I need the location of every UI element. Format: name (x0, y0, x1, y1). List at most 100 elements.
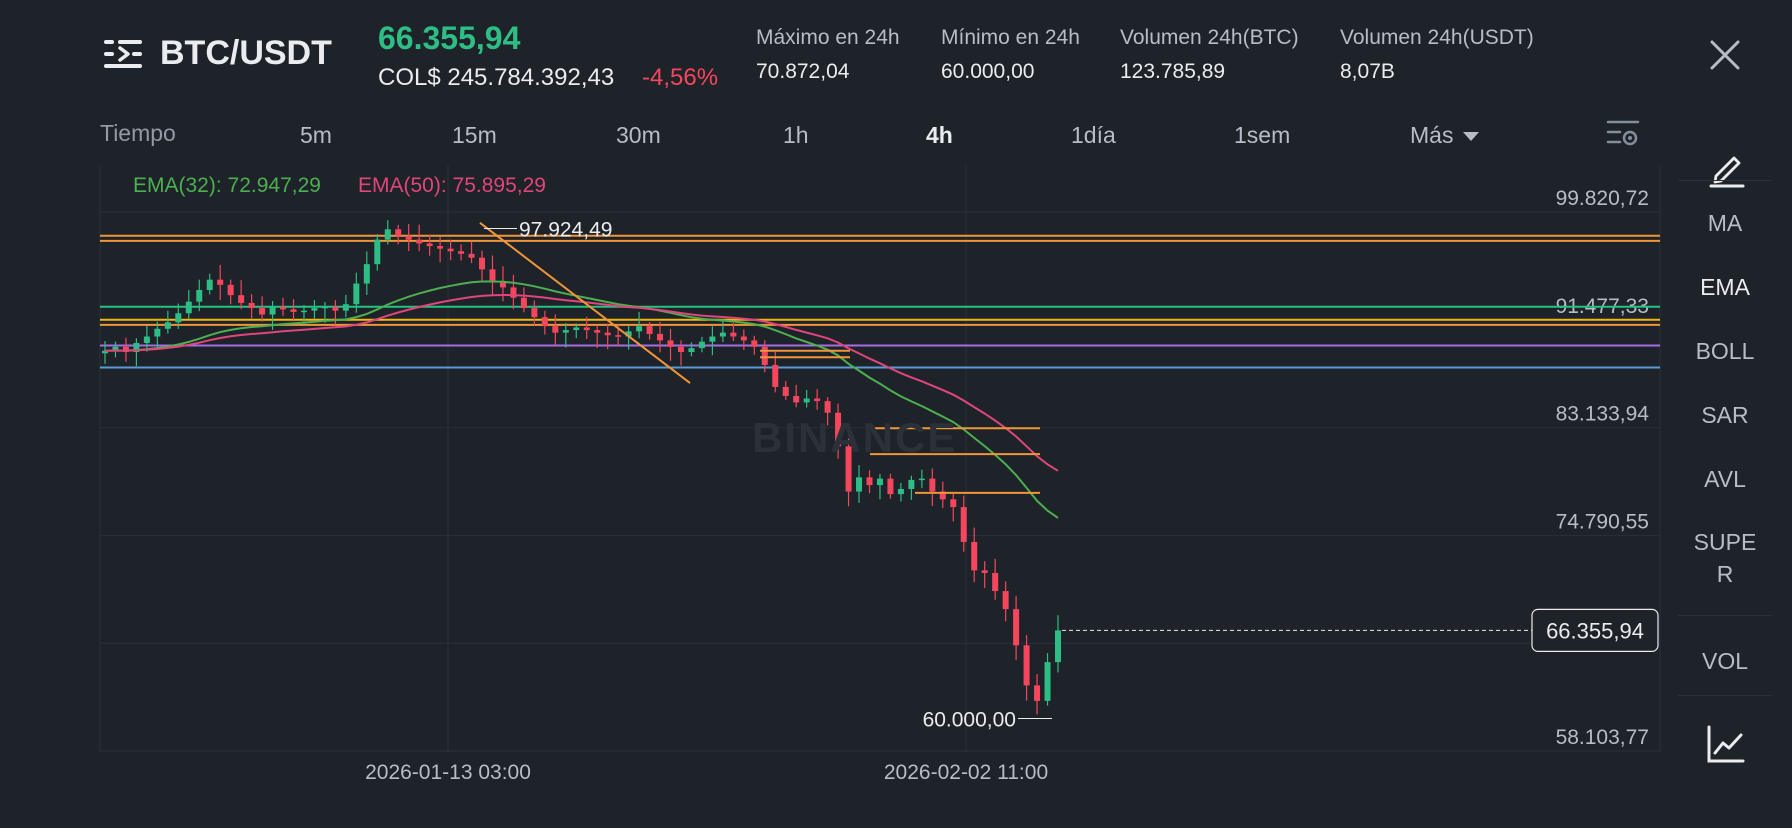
indicator-panel: MA EMA BOLL SAR AVL SUPE R VOL (1678, 150, 1772, 770)
x-tick-label: 2026-01-13 03:00 (365, 761, 531, 784)
candle-body (1013, 609, 1020, 646)
tab-1h[interactable]: 1h (783, 122, 809, 148)
x-tick-label: 2026-02-02 11:00 (884, 761, 1048, 784)
indicator-avl[interactable]: AVL (1704, 466, 1746, 492)
candle-body (772, 364, 779, 387)
candle-body (196, 290, 203, 302)
stat-low-label: Mínimo en 24h (941, 26, 1080, 49)
candle-body (908, 479, 915, 489)
candle-body (499, 280, 506, 288)
candle-body (175, 313, 182, 323)
candle-body (950, 499, 957, 508)
candle-body (793, 395, 800, 403)
candle-body (133, 342, 140, 353)
stat-vol-usdt-label: Volumen 24h(USDT) (1340, 26, 1534, 49)
stat-high-value: 70.872,04 (756, 60, 850, 83)
candle-body (332, 306, 339, 311)
candle-body (342, 304, 349, 311)
low-annotation-label: 60.000,00 (923, 708, 1016, 731)
candle-body (154, 328, 161, 337)
stat-low-value: 60.000,00 (941, 60, 1035, 83)
menu-icon[interactable] (104, 36, 146, 72)
y-tick-label: 58.103,77 (1556, 726, 1649, 749)
candle-body (269, 306, 276, 315)
y-tick-label: 74.790,55 (1556, 510, 1649, 533)
tab-4h[interactable]: 4h (926, 122, 953, 148)
candle-body (688, 348, 695, 353)
last-price: 66.355,94 (378, 20, 521, 56)
candle-body (604, 332, 611, 336)
indicator-ema[interactable]: EMA (1700, 274, 1750, 300)
indicator-super[interactable]: SUPE R (1693, 529, 1757, 587)
ema32-legend: EMA(32): 72.947,29 (133, 174, 321, 197)
indicator-boll[interactable]: BOLL (1695, 338, 1755, 364)
candle-body (374, 239, 381, 265)
candle-body (761, 346, 768, 365)
tab-15m[interactable]: 15m (452, 122, 497, 148)
candle-body (426, 243, 433, 247)
candle-body (677, 346, 684, 353)
candle-body (1034, 685, 1041, 701)
candle-body (583, 327, 590, 331)
candle-body (489, 269, 496, 281)
candle-body (541, 317, 548, 327)
candle-body (897, 488, 904, 495)
change-percent: -4,56% (642, 64, 719, 91)
candle-body (321, 306, 328, 309)
candle-body (939, 491, 946, 500)
candle-body (929, 478, 936, 492)
candle-body (646, 326, 653, 334)
candle-body (835, 412, 842, 447)
candle-body (122, 346, 129, 353)
candle-body (363, 264, 370, 284)
pencil-icon[interactable] (1708, 150, 1746, 188)
line-chart-icon[interactable] (1706, 724, 1746, 764)
candle-body (290, 309, 297, 312)
candle-body (814, 398, 821, 402)
candle-body (353, 283, 360, 305)
tab-5m[interactable]: 5m (300, 122, 332, 148)
candle-body (719, 332, 726, 337)
candle-body (238, 295, 245, 303)
candle-body (1055, 630, 1061, 663)
candle-body (730, 332, 737, 337)
chart-settings-icon[interactable] (1606, 118, 1640, 150)
trendline-drawing (479, 222, 691, 384)
tab-30m[interactable]: 30m (616, 122, 661, 148)
candle-body (520, 297, 527, 309)
candle-body (824, 401, 831, 413)
close-icon[interactable] (1708, 38, 1742, 72)
candle-body (259, 308, 266, 315)
candle-body (740, 336, 747, 341)
candle-body (164, 322, 171, 329)
indicator-ma[interactable]: MA (1707, 210, 1743, 236)
candle-body (227, 284, 234, 296)
candle-body (384, 229, 391, 240)
candle-body (1044, 662, 1051, 701)
tab-more[interactable]: Más (1410, 122, 1480, 149)
indicator-sar[interactable]: SAR (1701, 402, 1749, 428)
candle-body (615, 335, 622, 337)
candle-body (206, 279, 213, 291)
candle-body (594, 330, 601, 333)
candle-body (437, 246, 444, 249)
candle-body (468, 253, 475, 258)
stat-vol-btc-value: 123.785,89 (1120, 60, 1226, 83)
tab-1sem[interactable]: 1sem (1234, 122, 1291, 148)
ema50-line (104, 293, 1059, 472)
y-tick-label: 99.820,72 (1556, 187, 1649, 210)
pair-title[interactable]: BTC/USDT (160, 34, 332, 72)
fiat-price: COL$ 245.784.392,43 (378, 64, 615, 91)
candle-body (395, 229, 402, 236)
candle-body (667, 340, 674, 347)
candle-body (143, 336, 150, 343)
stat-high-label: Máximo en 24h (756, 26, 900, 49)
candle-body (405, 235, 412, 240)
tab-1dia[interactable]: 1día (1071, 122, 1116, 148)
indicator-vol[interactable]: VOL (1701, 648, 1749, 674)
current-price-label: 66.355,94 (1546, 618, 1644, 643)
candle-body (803, 398, 810, 403)
candle-body (552, 326, 559, 333)
candle-body (248, 302, 255, 309)
